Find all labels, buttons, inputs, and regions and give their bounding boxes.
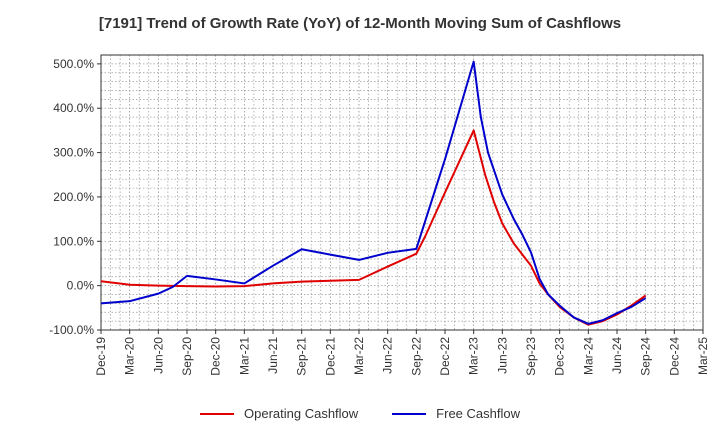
- x-tick-label: Mar-20: [123, 337, 137, 375]
- x-tick-label: Mar-22: [352, 337, 366, 375]
- legend-swatch-free-cashflow: [392, 412, 427, 415]
- y-tick-label: -100.0%: [49, 323, 94, 337]
- y-tick-label: 100.0%: [53, 234, 94, 248]
- plot-frame: [100, 54, 704, 331]
- legend: Operating Cashflow Free Cashflow: [0, 406, 720, 421]
- y-tick-label: 0.0%: [67, 279, 95, 293]
- x-tick-label: Sep-23: [524, 337, 538, 376]
- x-tick-label: Sep-24: [639, 337, 653, 376]
- x-tick-label: Dec-22: [438, 337, 452, 376]
- y-tick-label: 200.0%: [53, 190, 94, 204]
- x-tick-label: Dec-19: [94, 337, 108, 376]
- x-tick-label: Jun-24: [610, 337, 624, 374]
- x-tick-label: Jun-21: [266, 337, 280, 374]
- legend-item-operating-cashflow: Operating Cashflow: [200, 406, 358, 421]
- x-tick-label: Jun-20: [151, 337, 165, 374]
- chart-title: [7191] Trend of Growth Rate (YoY) of 12-…: [98, 15, 622, 32]
- x-tick-label: Jun-23: [495, 337, 509, 374]
- y-tick-label: 400.0%: [53, 101, 94, 115]
- x-tick-label: Mar-21: [237, 337, 251, 375]
- x-tick-label: Dec-21: [323, 337, 337, 376]
- x-tick-label: Dec-20: [209, 337, 223, 376]
- series-line-free-cashflow: [100, 60, 647, 325]
- x-tick-label: Jun-22: [381, 337, 395, 374]
- x-tick-label: Mar-24: [581, 337, 595, 375]
- x-tick-label: Mar-25: [696, 337, 710, 375]
- legend-swatch-operating-cashflow: [200, 412, 234, 415]
- x-tick-label: Sep-22: [409, 337, 423, 376]
- plot-background: [101, 55, 703, 330]
- legend-label-operating-cashflow: Operating Cashflow: [244, 406, 359, 421]
- x-tick-label: Dec-24: [667, 337, 681, 376]
- x-tick-label: Mar-23: [467, 337, 481, 375]
- x-tick-label: Sep-20: [180, 337, 194, 376]
- y-tick-label: 500.0%: [53, 57, 94, 71]
- x-tick-label: Dec-23: [553, 337, 567, 376]
- legend-label-free-cashflow: Free Cashflow: [436, 406, 520, 421]
- y-tick-label: 300.0%: [53, 146, 94, 160]
- x-tick-label: Sep-21: [295, 337, 309, 376]
- legend-item-free-cashflow: Free Cashflow: [392, 406, 520, 421]
